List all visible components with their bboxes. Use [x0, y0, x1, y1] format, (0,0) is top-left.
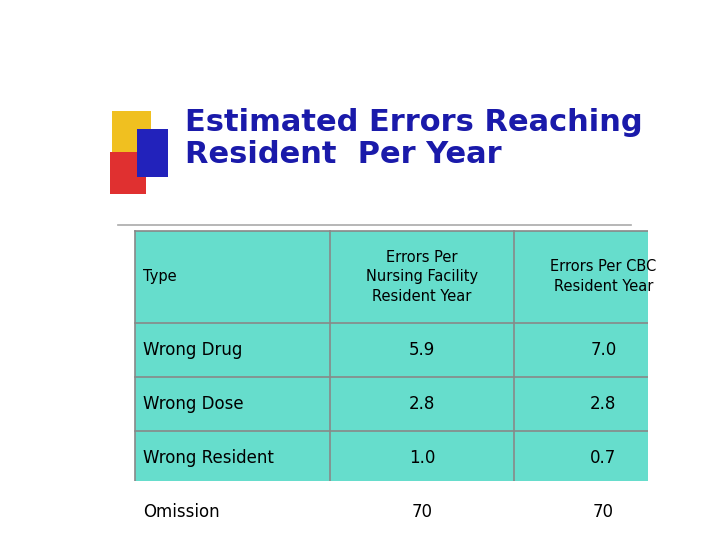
- Text: Resident  Per Year: Resident Per Year: [185, 140, 502, 168]
- FancyBboxPatch shape: [135, 377, 693, 431]
- Text: 0.7: 0.7: [590, 449, 616, 467]
- Text: Omission: Omission: [143, 503, 220, 521]
- Text: 70: 70: [593, 503, 614, 521]
- Text: Errors Per CBC
Resident Year: Errors Per CBC Resident Year: [550, 259, 657, 294]
- Text: 2.8: 2.8: [409, 395, 435, 413]
- Text: Wrong Resident: Wrong Resident: [143, 449, 274, 467]
- Text: Errors Per
Nursing Facility
Resident Year: Errors Per Nursing Facility Resident Yea…: [366, 249, 478, 304]
- Text: Type: Type: [143, 269, 176, 285]
- Text: 2.8: 2.8: [590, 395, 616, 413]
- Text: 7.0: 7.0: [590, 341, 616, 359]
- Text: 70: 70: [412, 503, 433, 521]
- FancyBboxPatch shape: [138, 129, 168, 177]
- Text: Estimated Errors Reaching: Estimated Errors Reaching: [185, 109, 642, 138]
- Text: Wrong Drug: Wrong Drug: [143, 341, 243, 359]
- FancyBboxPatch shape: [135, 322, 693, 377]
- FancyBboxPatch shape: [112, 111, 151, 152]
- Text: 5.9: 5.9: [409, 341, 435, 359]
- FancyBboxPatch shape: [135, 485, 693, 539]
- Text: Wrong Dose: Wrong Dose: [143, 395, 243, 413]
- FancyBboxPatch shape: [135, 431, 693, 485]
- FancyBboxPatch shape: [109, 152, 145, 194]
- Text: 1.0: 1.0: [409, 449, 435, 467]
- FancyBboxPatch shape: [135, 231, 693, 322]
